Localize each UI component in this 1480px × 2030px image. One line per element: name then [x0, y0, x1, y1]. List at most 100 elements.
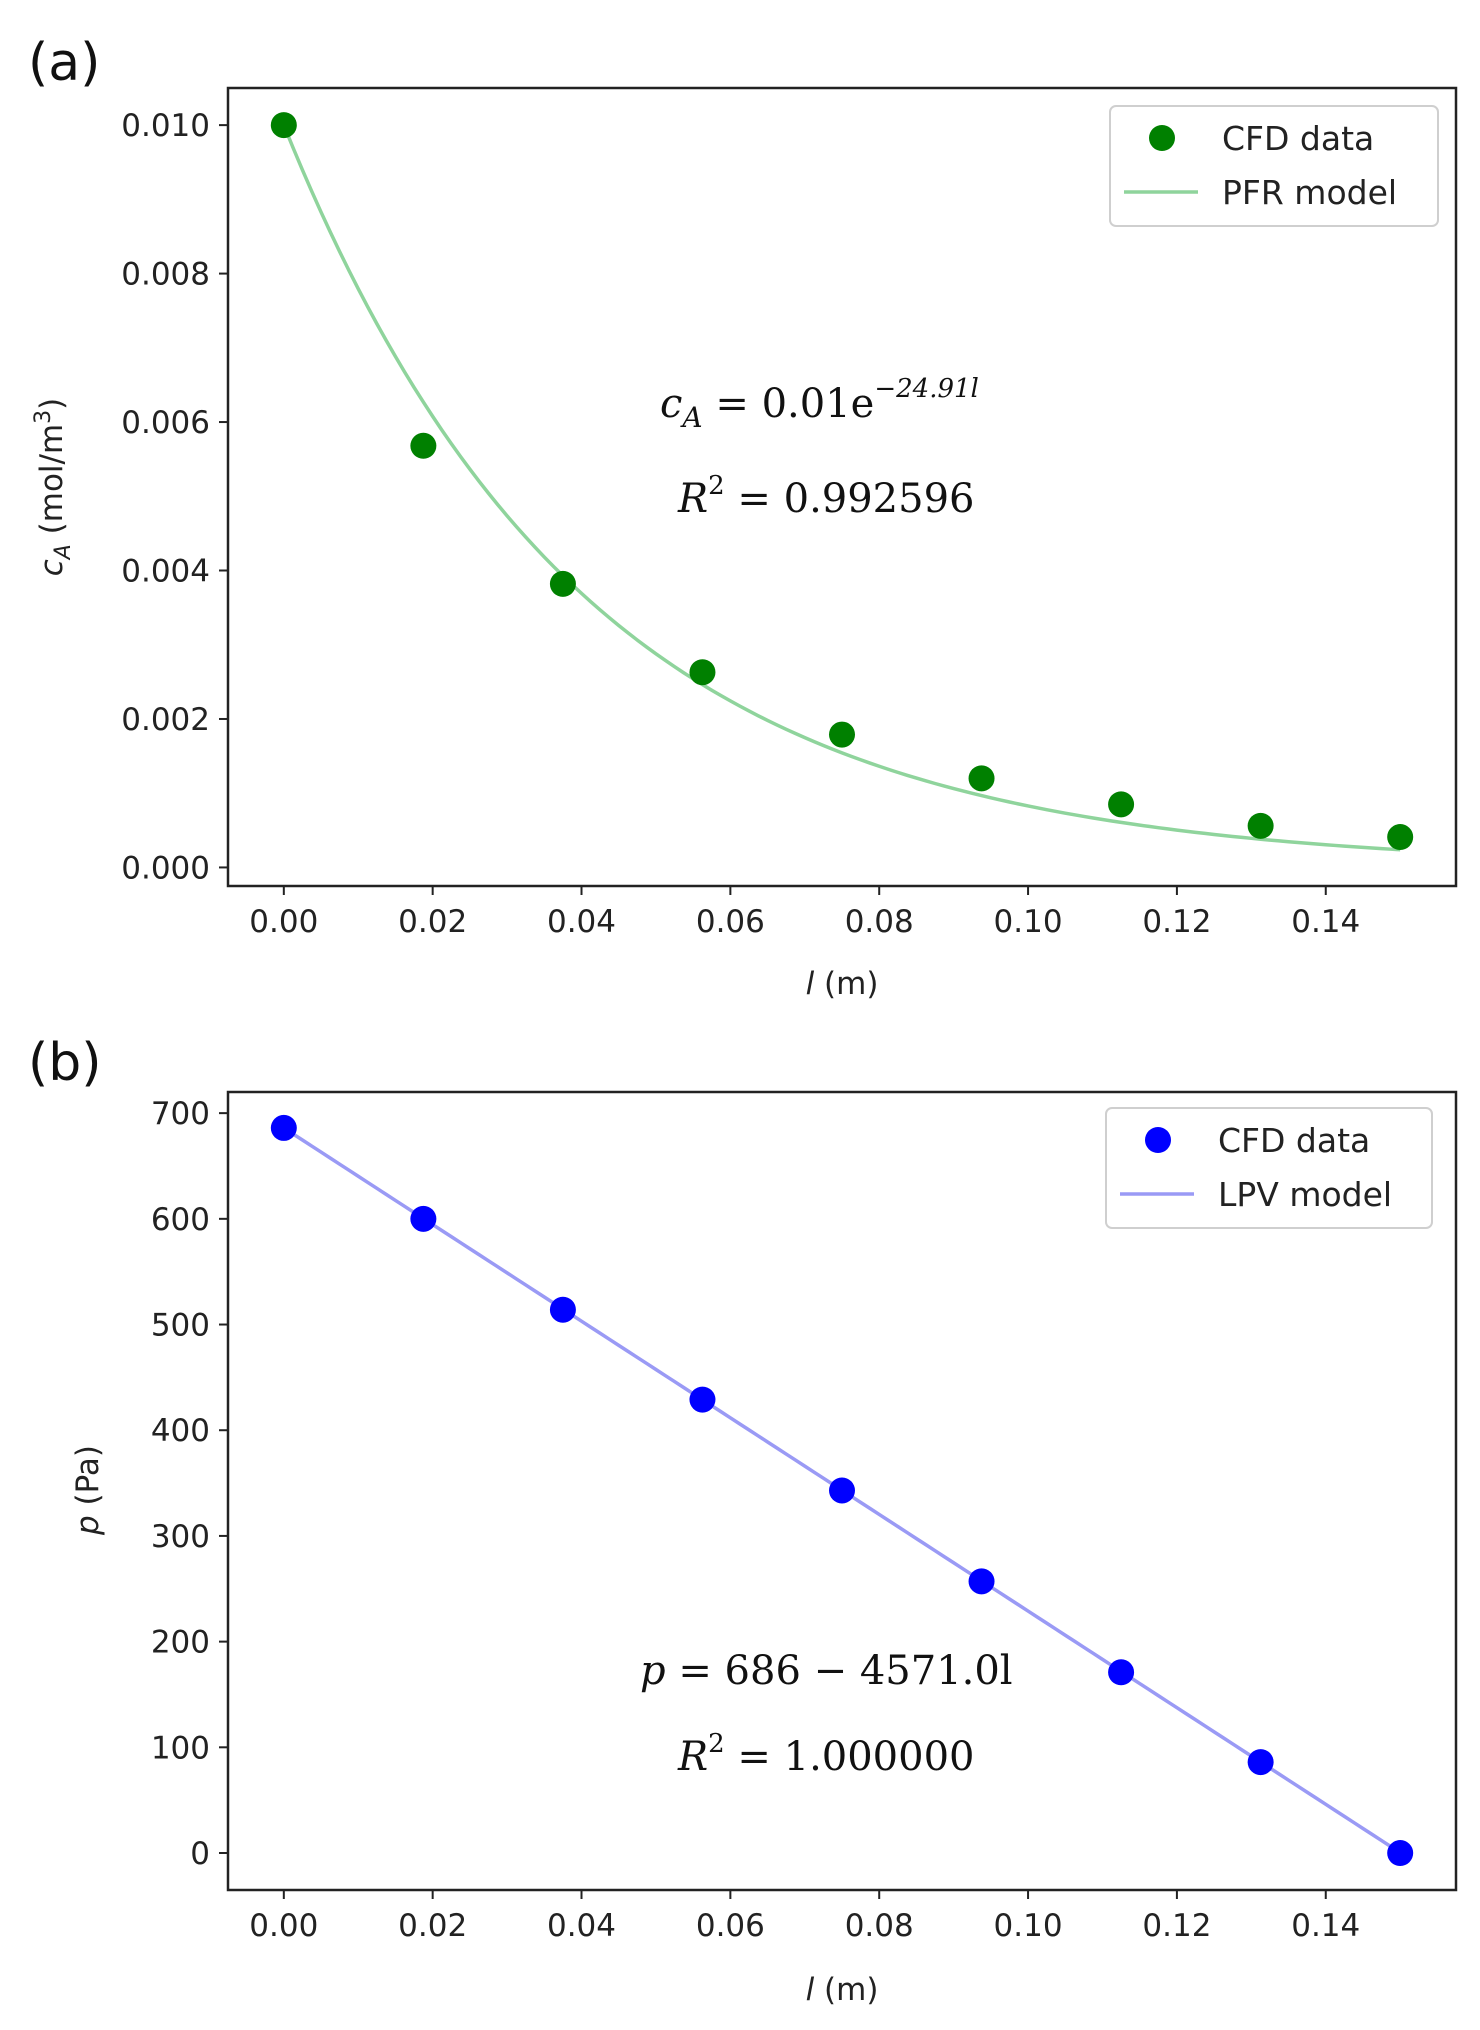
panel-a-eq-rhs: = 0.01e [703, 381, 875, 427]
x-tick-label: 0.10 [994, 1908, 1063, 1944]
data-point [1108, 791, 1135, 818]
y-tick-label: 0 [190, 1836, 210, 1872]
y-tick-label: 0.010 [121, 108, 210, 144]
data-point [1247, 1749, 1274, 1776]
x-tick-label: 0.08 [845, 904, 914, 940]
panel-b-ticks: 0.00 0.02 0.04 0.06 0.08 0.10 0.12 0.14 0 100 200 3… [151, 1096, 1360, 1944]
panel-a-ylabel-var: c [34, 559, 70, 576]
panel-a-legend-scatter-marker [1149, 125, 1175, 151]
panel-a-y-axis-label: cA (mol/m3) [31, 398, 76, 577]
data-point [410, 432, 437, 459]
y-tick-label: 0.006 [121, 405, 210, 441]
data-point [549, 570, 576, 597]
panel-a-eq-lhs-sub: A [679, 401, 702, 434]
panel-b-r2-lhs: R [677, 1734, 708, 1780]
panel-a-xlabel-var: l [806, 966, 815, 1002]
data-point [968, 765, 995, 792]
y-tick-label: 600 [151, 1202, 210, 1238]
panel-b-legend-box [1105, 1107, 1433, 1229]
data-point [270, 1114, 297, 1141]
x-tick-label: 0.00 [249, 904, 318, 940]
data-point [270, 112, 297, 139]
panel-a-plot-frame [226, 86, 1458, 888]
x-tick-label: 0.02 [398, 904, 467, 940]
panel-b-y-axis-label: p (Pa) [70, 1445, 106, 1536]
y-tick-label: 700 [151, 1096, 210, 1132]
panel-b-x-axis-label: l (m) [806, 1972, 879, 2008]
x-tick-label: 0.14 [1291, 1908, 1360, 1944]
data-point [1108, 1659, 1135, 1686]
x-tick-label: 0.04 [547, 904, 616, 940]
panel-b-legend-model-label: LPV model [1218, 1175, 1392, 1214]
x-tick-label: 0.06 [696, 904, 765, 940]
panel-b-r2-sup: 2 [708, 1729, 725, 1759]
data-point [689, 1386, 716, 1413]
x-tick-label: 0.02 [398, 1908, 467, 1944]
data-point [410, 1205, 437, 1232]
panel-b-label: (b) [28, 1033, 102, 1093]
y-tick-label: 0.002 [121, 702, 210, 738]
y-tick-label: 0.000 [121, 850, 210, 886]
panel-b-data-points [270, 1114, 1414, 1867]
panel-a: (a) 0.00 0.02 0.04 0.06 0.08 0.10 0.12 0.140.00… [28, 33, 1458, 1002]
panel-a-xlabel-unit: (m) [814, 966, 878, 1002]
panel-b-plot-frame [226, 1090, 1458, 1892]
panel-a-legend-cfd-label: CFD data [1222, 119, 1374, 158]
x-tick-label: 0.00 [249, 1908, 318, 1944]
data-point [829, 1477, 855, 1504]
panel-b: (b) 0.00 0.02 0.04 0.06 0.08 0.10 0.12 0.14 0 100… [28, 1033, 1458, 2008]
data-point [549, 1296, 576, 1323]
x-tick-label: 0.06 [696, 1908, 765, 1944]
panel-a-r-squared: R2 = 0.992596 [677, 471, 974, 522]
y-tick-label: 200 [151, 1625, 210, 1661]
panel-a-r2-lhs: R [677, 476, 708, 522]
y-tick-label: 100 [151, 1730, 210, 1766]
panel-a-legend: CFD data PFR model [1109, 105, 1439, 227]
panel-a-eq-lhs: c [660, 381, 682, 427]
x-tick-label: 0.14 [1291, 904, 1360, 940]
x-tick-label: 0.10 [994, 904, 1063, 940]
panel-a-ylabel-sup: 3 [31, 410, 56, 424]
panel-a-ylabel-close: ) [34, 398, 70, 410]
panel-b-equation: p = 686 − 4571.0l [640, 1648, 1013, 1694]
data-point [689, 659, 716, 686]
panel-a-ticks: 0.00 0.02 0.04 0.06 0.08 0.10 0.12 0.14 0.000 0.0… [121, 108, 1360, 940]
model-line [282, 124, 1401, 852]
x-tick-label: 0.08 [845, 1908, 914, 1944]
panel-a-equation: cA = 0.01e−24.91l [660, 374, 979, 434]
panel-a-legend-model-label: PFR model [1222, 173, 1397, 212]
panel-a-model-curve-group [282, 124, 1401, 852]
panel-a-legend-box [1109, 105, 1439, 227]
y-tick-label: 300 [151, 1519, 210, 1555]
panel-b-eq-lhs: p [640, 1648, 666, 1694]
panel-b-xlabel-unit: (m) [814, 1972, 878, 2008]
x-tick-label: 0.12 [1142, 1908, 1211, 1944]
x-tick-label: 0.12 [1142, 904, 1211, 940]
y-tick-label: 0.004 [121, 554, 210, 590]
panel-a-data-points [270, 112, 1414, 851]
panel-a-label: (a) [28, 33, 100, 93]
panel-a-ylabel-unit: (mol/m [34, 424, 70, 544]
y-tick-label: 400 [151, 1413, 210, 1449]
x-tick-label: 0.04 [547, 1908, 616, 1944]
panel-b-r2-rhs: = 1.000000 [725, 1734, 975, 1780]
data-point [1247, 812, 1274, 839]
panel-b-r-squared: R2 = 1.000000 [677, 1729, 974, 1780]
panel-b-ylabel-unit: (Pa) [70, 1445, 106, 1515]
panel-b-legend-cfd-label: CFD data [1218, 1121, 1370, 1160]
panel-b-legend: CFD data LPV model [1105, 1107, 1433, 1229]
y-tick-label: 0.008 [121, 257, 210, 293]
data-point [1387, 824, 1414, 851]
data-point [968, 1568, 995, 1595]
data-point [1387, 1840, 1414, 1867]
panel-a-r2-sup: 2 [708, 471, 725, 501]
panel-b-eq-rhs: = 686 − 4571.0l [666, 1648, 1013, 1694]
panel-a-r2-rhs: = 0.992596 [725, 476, 975, 522]
y-tick-label: 500 [151, 1308, 210, 1344]
panel-a-eq-exponent: −24.91l [874, 374, 979, 404]
panel-a-x-axis-label: l (m) [806, 966, 879, 1002]
panel-b-xlabel-var: l [806, 1972, 815, 2008]
data-point [829, 721, 855, 748]
panel-b-legend-scatter-marker [1145, 1127, 1171, 1153]
